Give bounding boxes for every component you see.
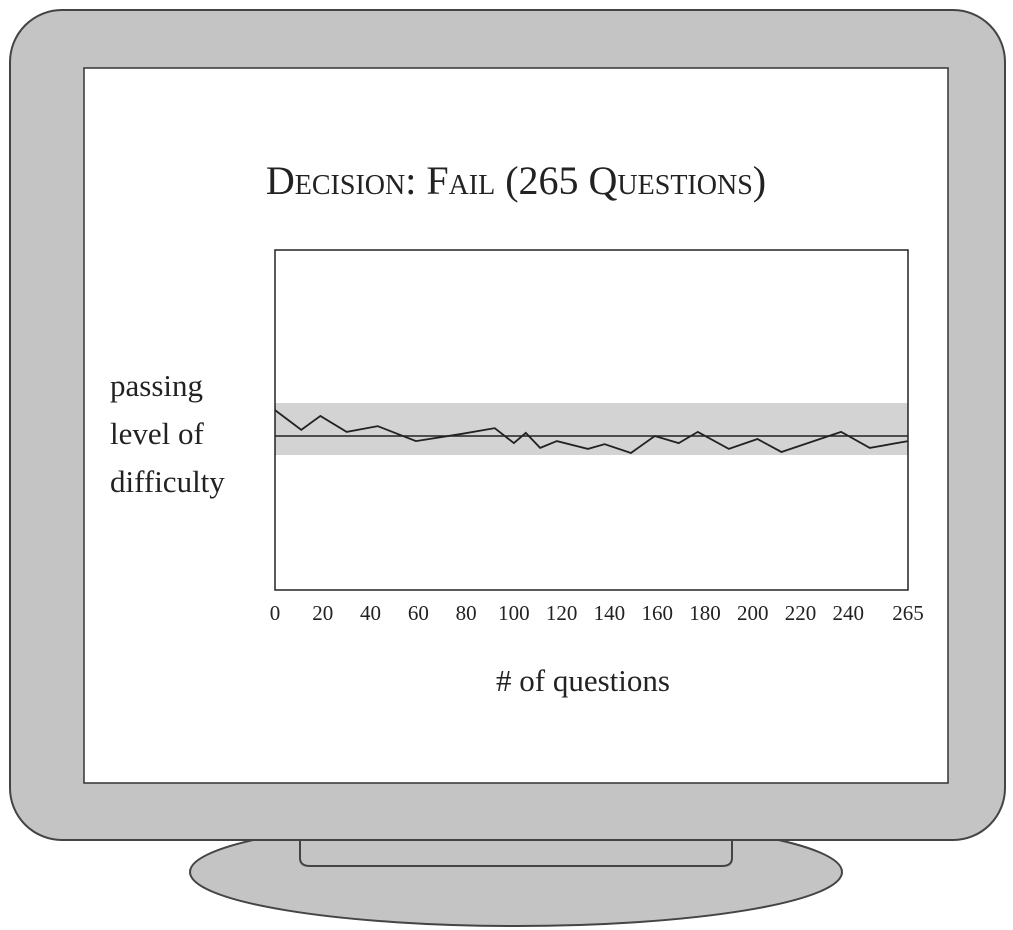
passing-band xyxy=(275,403,908,456)
x-tick-label: 240 xyxy=(833,601,865,625)
x-axis-label: # of questions xyxy=(496,663,670,698)
data-line xyxy=(274,409,909,454)
y-axis-label: passing level of difficulty xyxy=(110,368,225,499)
x-tick-label: 100 xyxy=(498,601,530,625)
x-tick-label: 60 xyxy=(408,601,429,625)
x-tick-label: 140 xyxy=(594,601,626,625)
x-tick-label: 0 xyxy=(270,601,281,625)
x-tick-label: 80 xyxy=(456,601,477,625)
x-tick-label: 120 xyxy=(546,601,578,625)
x-tick-label: 265 xyxy=(892,601,924,625)
chart-title: Decision: Fail (265 Questions) xyxy=(266,158,766,203)
x-tick-label: 40 xyxy=(360,601,381,625)
x-tick-label: 180 xyxy=(689,601,721,625)
x-tick-label: 220 xyxy=(785,601,817,625)
x-tick-label: 20 xyxy=(312,601,333,625)
x-tick-label: 200 xyxy=(737,601,769,625)
plot-frame xyxy=(274,249,909,591)
x-tick-label: 160 xyxy=(641,601,673,625)
